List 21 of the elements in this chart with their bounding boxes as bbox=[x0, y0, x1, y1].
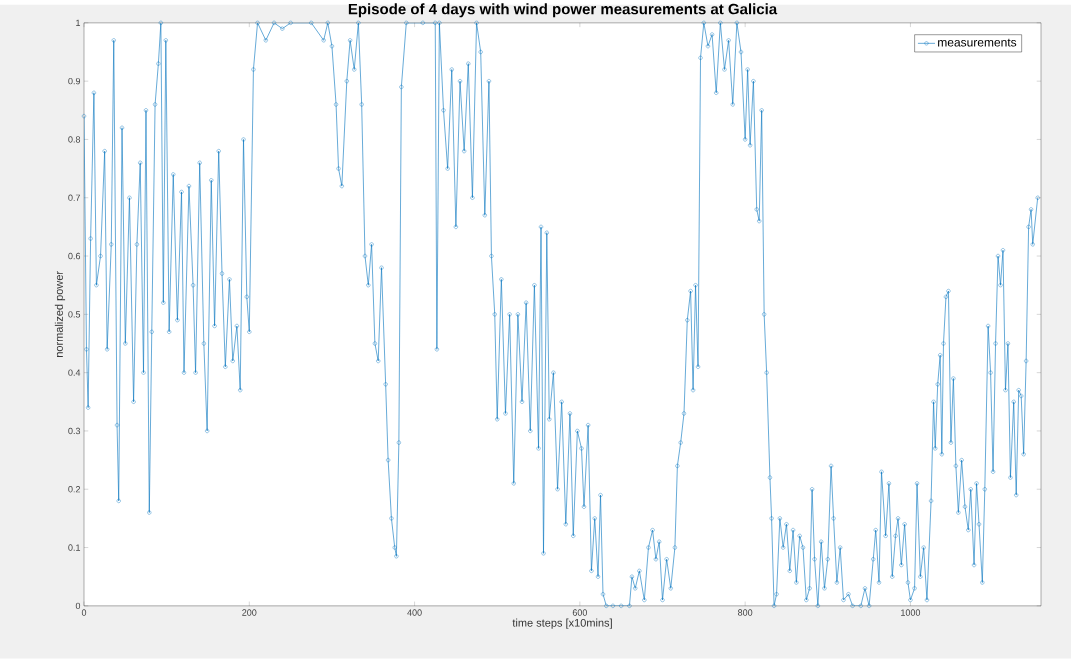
y-tick-label: 0.3 bbox=[68, 427, 81, 435]
y-tick-label: 0.9 bbox=[68, 78, 81, 85]
chart-title: Episode of 4 days with wind power measurements at Galicia bbox=[348, 3, 778, 18]
y-tick-label: 0.5 bbox=[68, 311, 81, 318]
y-tick-label: 0 bbox=[75, 602, 81, 610]
x-axis-title: time steps [x10mins] bbox=[512, 618, 612, 629]
x-tick-label: 400 bbox=[407, 609, 422, 616]
legend-label: measurements bbox=[938, 38, 1017, 47]
x-tick-label: 1000 bbox=[901, 609, 921, 616]
y-tick-label: 0.4 bbox=[68, 369, 81, 376]
y-tick-label: 0.1 bbox=[68, 544, 81, 551]
y-axis-title: normalized power bbox=[54, 271, 66, 358]
y-tick-label: 0.8 bbox=[68, 136, 81, 143]
y-tick-label: 1 bbox=[76, 19, 81, 27]
x-tick-label: 800 bbox=[738, 609, 753, 616]
x-tick-label: 600 bbox=[572, 609, 588, 616]
x-tick-label: 0 bbox=[81, 609, 87, 616]
y-tick-label: 0.6 bbox=[68, 252, 81, 260]
x-tick-label: 200 bbox=[242, 609, 257, 616]
y-tick-label: 0.7 bbox=[68, 194, 81, 202]
y-tick-label: 0.2 bbox=[68, 486, 81, 493]
